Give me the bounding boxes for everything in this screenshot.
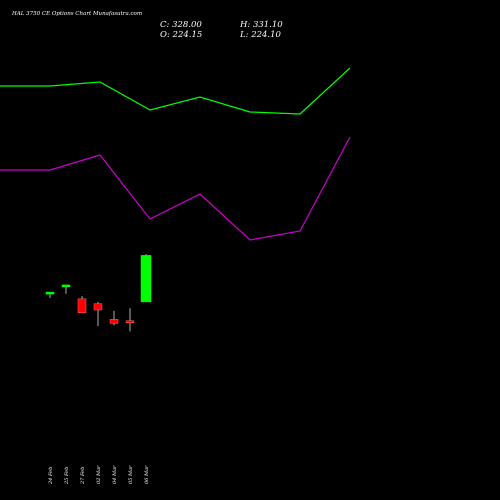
candle-5 — [109, 310, 119, 326]
x-tick-label: 27 Feb — [80, 467, 86, 485]
candle-body — [93, 303, 103, 311]
candle-body — [77, 298, 87, 313]
high-value: H: 331.10 — [239, 20, 283, 30]
candle-6 — [125, 308, 135, 332]
indicator-line-2 — [0, 136, 351, 241]
x-tick-label: 05 Mar — [128, 465, 134, 484]
x-tick-label: 04 Mar — [112, 465, 118, 484]
candle-4 — [93, 301, 103, 327]
candle-body — [45, 291, 55, 295]
x-tick-label: 06 Mar — [144, 465, 150, 484]
indicator-lines — [0, 67, 351, 241]
candles — [45, 254, 152, 332]
x-tick-label: 24 Feb — [48, 467, 54, 485]
candle-7 — [140, 254, 152, 303]
x-tick-label: 02 Mar — [96, 465, 102, 484]
x-axis-ticks: 24 Feb 25 Feb 27 Feb 02 Mar 04 Mar 05 Mar 06 M… — [48, 465, 150, 485]
chart-title: HAL 3750 CE Options Chart Munafasutra.co… — [11, 11, 142, 17]
close-value: C: 328.00 — [160, 20, 202, 30]
candle-3 — [77, 296, 87, 313]
candle-body — [109, 319, 119, 324]
candle-body — [140, 255, 152, 303]
candle-1 — [45, 291, 55, 298]
open-value: O: 224.15 — [160, 30, 202, 40]
candle-body — [125, 320, 135, 323]
candle-body — [61, 284, 71, 288]
candle-2 — [61, 284, 71, 294]
low-value: L: 224.10 — [239, 30, 282, 40]
indicator-line-1 — [0, 67, 351, 115]
x-tick-label: 25 Feb — [64, 467, 70, 485]
